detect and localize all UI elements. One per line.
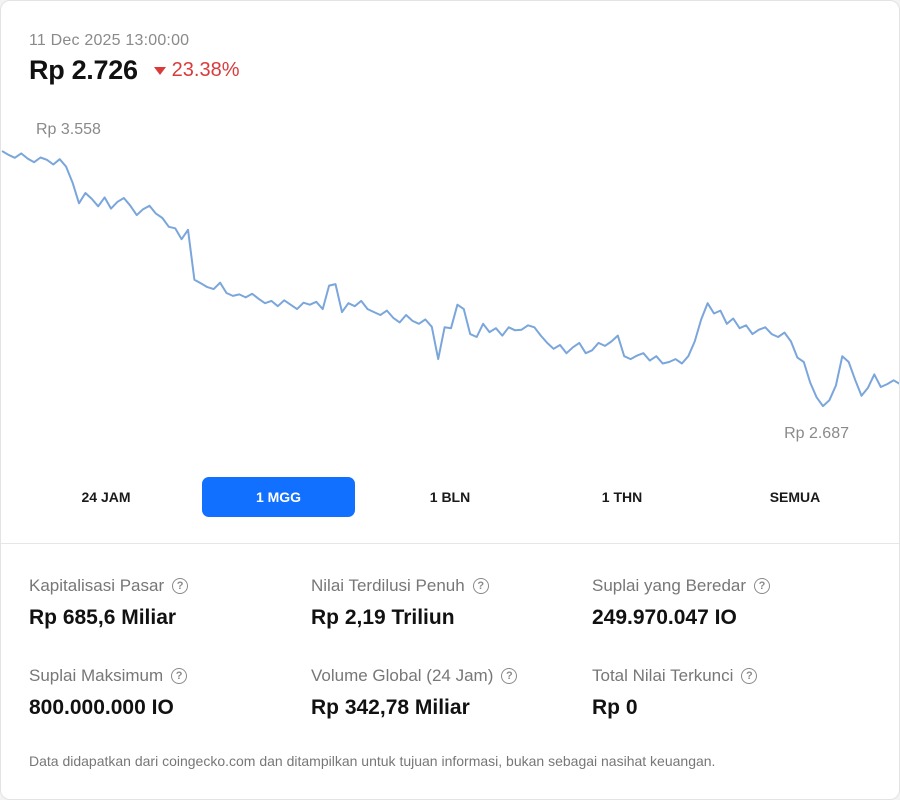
help-icon[interactable]: ?	[501, 668, 518, 684]
tab-24-jam[interactable]: 24 JAM	[30, 477, 182, 517]
price-line	[1, 150, 899, 408]
timeframe-tabs: 24 JAM 1 MGG 1 BLN 1 THN SEMUA	[1, 477, 899, 517]
stat-label: Suplai yang Beredar?	[592, 576, 771, 596]
tab-label: 1 THN	[601, 489, 643, 505]
stat-value: Rp 685,6 Miliar	[29, 606, 177, 629]
arrow-down-icon	[153, 66, 166, 75]
tab-label: 1 BLN	[429, 489, 471, 505]
tab-label: SEMUA	[769, 489, 821, 505]
high-price-label: Rp 3.558	[36, 121, 101, 138]
stat-value: Rp 2,19 Triliun	[311, 606, 455, 629]
stat-value: Rp 342,78 Miliar	[311, 696, 470, 719]
tab-1-mgg[interactable]: 1 MGG	[202, 477, 355, 517]
stat-label: Kapitalisasi Pasar?	[29, 576, 189, 596]
stat-value: 249.970.047 IO	[592, 606, 737, 629]
tab-label: 1 MGG	[255, 489, 302, 505]
help-icon[interactable]: ?	[472, 578, 489, 594]
help-icon[interactable]: ?	[172, 578, 189, 594]
stat-label: Nilai Terdilusi Penuh?	[311, 576, 489, 596]
section-divider	[1, 543, 899, 544]
stat-value: 800.000.000 IO	[29, 696, 174, 719]
current-price: Rp 2.726	[29, 55, 138, 85]
tab-1-bln[interactable]: 1 BLN	[374, 477, 526, 517]
stat-market-cap: Kapitalisasi Pasar? Rp 685,6 Miliar	[29, 576, 189, 630]
price-change-percent: 23.38%	[171, 59, 240, 81]
price-change: 23.38%	[153, 59, 240, 82]
price-chart: Rp 3.558 Rp 2.687	[1, 121, 899, 442]
help-icon[interactable]: ?	[754, 578, 771, 594]
tab-label: 24 JAM	[81, 489, 131, 505]
stat-fully-diluted: Nilai Terdilusi Penuh? Rp 2,19 Triliun	[311, 576, 489, 630]
timestamp: 11 Dec 2025 13:00:00	[29, 32, 190, 49]
tab-semua[interactable]: SEMUA	[719, 477, 871, 517]
stat-total-value-locked: Total Nilai Terkunci? Rp 0	[592, 666, 758, 720]
stat-global-volume: Volume Global (24 Jam)? Rp 342,78 Miliar	[311, 666, 518, 720]
stat-max-supply: Suplai Maksimum? 800.000.000 IO	[29, 666, 188, 720]
tab-1-thn[interactable]: 1 THN	[546, 477, 698, 517]
stat-label: Volume Global (24 Jam)?	[311, 666, 518, 686]
help-icon[interactable]: ?	[741, 668, 758, 684]
stat-label: Total Nilai Terkunci?	[592, 666, 758, 686]
footnote: Data didapatkan dari coingecko.com dan d…	[29, 753, 716, 769]
stat-value: Rp 0	[592, 696, 638, 719]
help-icon[interactable]: ?	[171, 668, 188, 684]
low-price-label: Rp 2.687	[784, 425, 849, 442]
stat-circulating-supply: Suplai yang Beredar? 249.970.047 IO	[592, 576, 771, 630]
price-row: Rp 2.726 23.38%	[29, 55, 240, 86]
stat-label: Suplai Maksimum?	[29, 666, 188, 686]
